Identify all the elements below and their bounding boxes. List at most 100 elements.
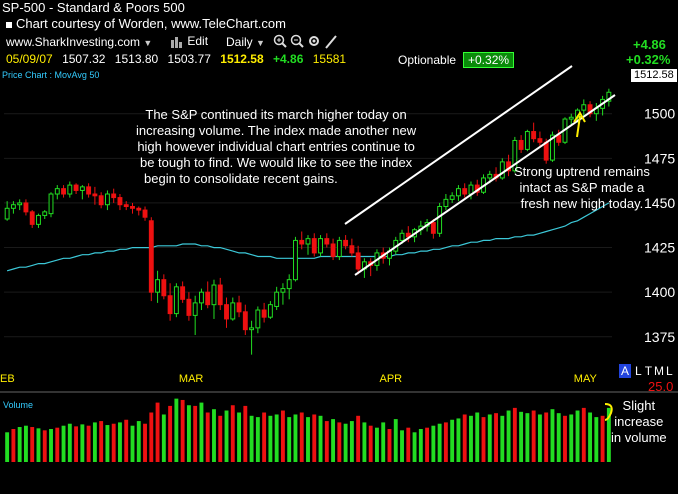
volume-bar [569, 414, 574, 462]
candle-body [355, 252, 361, 270]
volume-bar [30, 427, 35, 462]
ma50-line [6, 202, 610, 272]
pen-tool-icon[interactable] [325, 35, 337, 49]
courtesy-row: Chart courtesy of Worden, www.TeleChart.… [6, 16, 286, 31]
quote-close: 1512.58 [220, 52, 264, 66]
volume-bar [500, 415, 505, 462]
volume-bar [425, 427, 430, 462]
annotation-line: fresh new high today. [520, 196, 644, 211]
candle-body [405, 232, 411, 238]
scale-button-l2[interactable]: L [666, 364, 673, 378]
volume-bar [118, 422, 122, 462]
quote-volume: 15581 [312, 52, 347, 66]
volume-bar [199, 402, 204, 462]
volume-bar [224, 410, 229, 462]
edit-button[interactable]: Edit [170, 34, 208, 48]
volume-bar [205, 412, 210, 462]
candle-body [437, 206, 443, 234]
candle-body [29, 211, 35, 225]
candle-body [4, 207, 10, 220]
candle-body [443, 198, 449, 208]
candle-body [531, 131, 537, 140]
quote-row: 05/09/07 1507.32 1513.80 1503.77 1512.58… [6, 52, 346, 66]
volume-bar [180, 399, 185, 462]
candle-body [550, 134, 555, 161]
annotation-line: The S&P continued its march higher today… [145, 107, 407, 122]
volume-bar [249, 415, 254, 462]
volume-bar [406, 427, 411, 462]
quote-open: 1507.32 [62, 52, 106, 66]
volume-bar [92, 422, 97, 462]
volume-bar [450, 419, 455, 462]
quote-high: 1513.80 [114, 52, 159, 66]
channel-lower-line [354, 94, 616, 276]
volume-bar [105, 425, 110, 462]
candle-body [242, 311, 248, 331]
candle-body [17, 202, 23, 206]
candle-body [180, 286, 186, 300]
scale-button-l[interactable]: L [635, 364, 642, 378]
channel-upper-line [344, 65, 573, 225]
volume-bar [368, 425, 373, 462]
x-tick-label: APR [379, 373, 402, 385]
x-tick-label: EB [0, 373, 15, 385]
volume-bar [212, 409, 216, 462]
volume-bar [306, 417, 310, 462]
candle-body [518, 139, 524, 150]
edit-label: Edit [187, 34, 209, 48]
candle-body [524, 131, 530, 150]
candle-body [67, 184, 73, 195]
volume-bar [475, 412, 480, 462]
candle-body [462, 188, 468, 195]
scale-button-m[interactable]: M [654, 364, 665, 378]
volume-bar [274, 414, 279, 462]
annotation-line: in volume [611, 430, 667, 445]
volume-bar [287, 417, 292, 462]
y-tick-label: 1475 [644, 150, 675, 166]
zoom-tool-icons [273, 34, 337, 49]
volume-annotation: Slight increase in volume [611, 398, 667, 446]
symbol-title: SP-500 - Standard & Poors 500 [2, 0, 185, 15]
source-dropdown[interactable]: www.SharkInvesting.com ▼ [6, 35, 152, 49]
volume-bar [11, 429, 16, 462]
volume-bar [193, 405, 198, 462]
candle-body [199, 291, 204, 304]
volume-bar [237, 412, 241, 462]
pct-change-badge: +0.32% [463, 52, 515, 68]
uptrend-arrow-icon [573, 111, 586, 138]
settings-icon[interactable] [309, 36, 319, 46]
annotation-line: be tough to find. We would like to see t… [139, 155, 413, 170]
scale-button-a[interactable]: A [619, 364, 632, 378]
candle-body [587, 104, 593, 115]
scale-button-t[interactable]: T [644, 364, 653, 378]
annotation-line: high however individual chart entries co… [137, 139, 415, 154]
zoom-out-icon[interactable] [290, 34, 304, 48]
candle-body [318, 238, 323, 254]
volume-bar [186, 405, 191, 462]
candle-body [399, 232, 405, 241]
volume-bar [86, 425, 91, 462]
date-axis: EB MAR APR MAY [0, 373, 597, 385]
candle-body [274, 291, 280, 307]
volume-bar [506, 410, 511, 462]
period-dropdown[interactable]: Daily ▼ [226, 35, 265, 49]
volume-bar [381, 422, 386, 462]
volume-bar [174, 398, 179, 462]
volume-bar [387, 429, 392, 462]
candle-body [449, 195, 455, 200]
annotation-line: increase [614, 414, 664, 429]
candle-body [136, 207, 142, 211]
candle-body [543, 141, 549, 161]
volume-bar [469, 415, 473, 462]
last-price-tag: 1512.58 [631, 69, 677, 82]
volume-bar [143, 423, 147, 462]
zoom-in-icon[interactable] [273, 34, 287, 48]
volume-bar [531, 410, 536, 462]
candle-body [556, 134, 562, 143]
volume-bar [512, 407, 517, 462]
annotation-line: increasing volume. The index made anothe… [136, 123, 417, 138]
volume-bar [563, 415, 567, 462]
candle-body [98, 195, 104, 206]
candle-body [568, 116, 574, 120]
candle-body [123, 204, 129, 208]
